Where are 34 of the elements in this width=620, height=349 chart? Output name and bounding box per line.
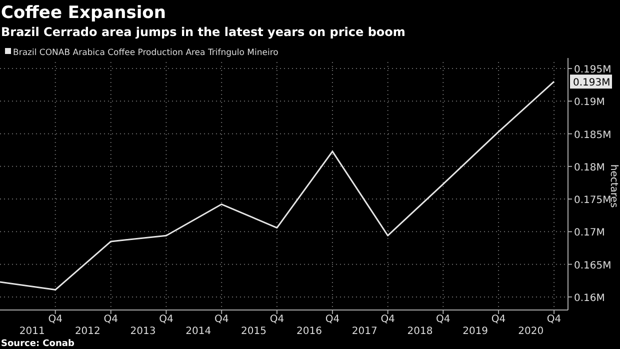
x2-tick-label: 2015 <box>241 326 266 337</box>
x2-tick-label: 2011 <box>19 326 45 337</box>
chart-title: Coffee Expansion <box>1 3 166 23</box>
x2-tick-label: 2017 <box>352 326 378 337</box>
x2-tick-label: 2020 <box>518 326 544 337</box>
x2-tick-label: 2013 <box>130 326 156 337</box>
y-tick-label: 0.175M <box>574 195 612 206</box>
y-tick-label: 0.17M <box>574 228 605 239</box>
x-tick-label: Q4 <box>436 314 450 325</box>
x2-tick-label: 2014 <box>186 326 212 337</box>
chart-subtitle: Brazil Cerrado area jumps in the latest years on price boom <box>1 25 406 39</box>
y-tick-label: 0.185M <box>574 130 612 141</box>
x2-tick-label: 2018 <box>407 326 433 337</box>
x-tick-label: Q4 <box>380 314 395 325</box>
x-tick-label: Q4 <box>325 314 340 325</box>
source-note: Source: Conab <box>1 339 75 349</box>
x-tick-label: Q4 <box>214 314 229 325</box>
x2-tick-label: 2019 <box>462 326 488 337</box>
y-tick-label: 0.165M <box>574 260 612 272</box>
line-series <box>0 80 555 291</box>
y-tick-label: 0.195M <box>574 64 612 76</box>
x-tick-label: Q4 <box>546 314 562 325</box>
x-tick-label: Q4 <box>159 314 174 325</box>
x-tick-label: Q4 <box>48 314 62 325</box>
x2-tick-label: 2016 <box>296 326 322 337</box>
x2-tick-label: 2012 <box>74 326 100 337</box>
x-tick-label: Q4 <box>270 314 284 325</box>
y-tick-label: 0.16M <box>574 292 605 304</box>
data-label: 0.193M <box>573 78 610 89</box>
y-tick-label: 0.19M <box>574 97 605 108</box>
y-tick-label: 0.18M <box>574 162 605 174</box>
x-tick-label: Q4 <box>491 314 506 325</box>
x-tick-label: Q4 <box>104 314 118 325</box>
legend-label: Brazil CONAB Arabica Coffee Production Area Trifngulo Mineiro <box>13 48 278 58</box>
